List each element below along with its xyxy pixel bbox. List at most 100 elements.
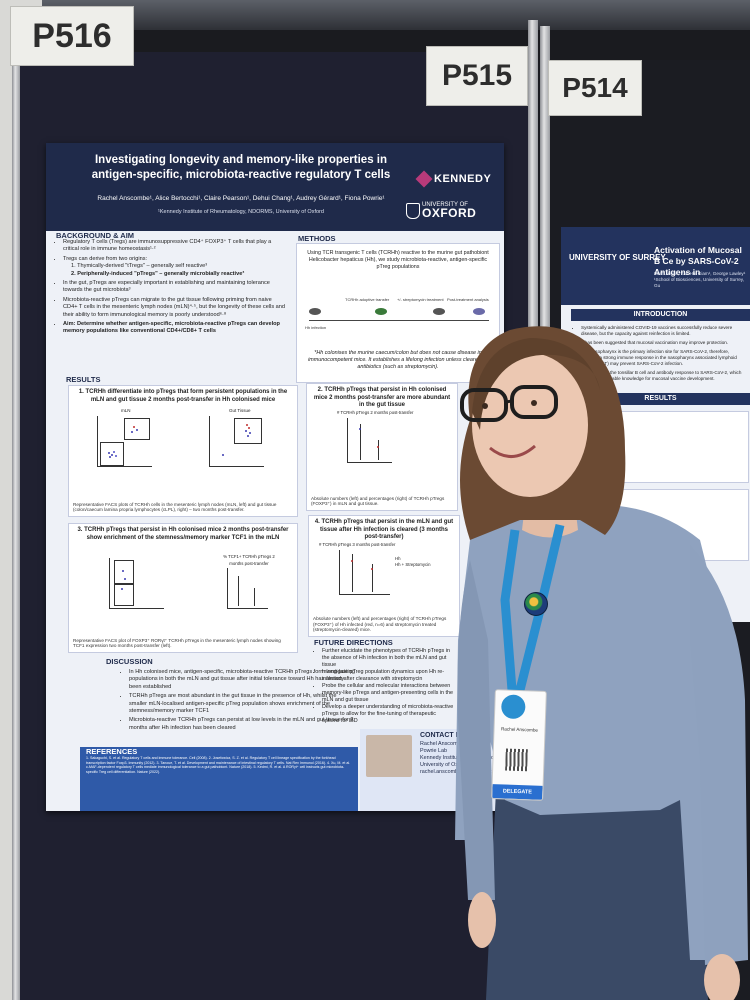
introduction-heading: INTRODUCTION: [571, 309, 750, 321]
future-bullet: Develop a deeper understanding of microb…: [322, 704, 454, 725]
facs-dot: [133, 426, 135, 428]
origin-peripheral: 2. Peripherally-induced "pTregs" – gener…: [71, 270, 245, 277]
timeline-label: +/- streptomycin treatment: [397, 297, 444, 302]
booth-number-p516: P516: [10, 6, 134, 66]
results-panel-3: 3. TCRHh pTregs that persist in Hh colon…: [68, 523, 298, 653]
facs-dot: [245, 430, 247, 432]
lapel-pin-icon: [524, 592, 548, 616]
background-bullet: Microbiota-reactive pTregs can migrate t…: [63, 297, 286, 319]
facs-dot: [108, 452, 110, 454]
mouse-icon: [375, 308, 387, 315]
surrey-logo: UNIVERSITY OF SURREY: [569, 253, 666, 262]
author-photo: [366, 735, 412, 777]
background-bullet: Tregs can derive from two origins: 1. Th…: [63, 256, 286, 278]
methods-footnote: *Hh colonises the murine caecum/colon bu…: [308, 350, 488, 370]
results-panel-4: 4. TCRHh pTregs that persist in the mLN …: [308, 515, 460, 637]
panel-3-plot-label: % TCF1+ TCRHh pTregs 2 months post-trans…: [223, 554, 275, 566]
panel-1-caption: Representative FACS plots of TCRHh cells…: [73, 501, 277, 513]
future-bullet: Probe the cellular and molecular interac…: [322, 683, 454, 704]
panel-2-heading: 2. TCRHh pTregs that persist in Hh colon…: [313, 387, 451, 408]
facs-gate: [114, 560, 134, 584]
methods-intro: Using TCR transgenic T cells (TCRHh) rea…: [307, 250, 489, 270]
contact-institute: Kennedy Institute of Rheumatology: [420, 755, 504, 761]
research-poster: Investigating longevity and memory-like …: [46, 143, 504, 811]
poster-title-line2: antigen-specific, microbiota-reactive re…: [91, 169, 391, 181]
mouse-icon: [309, 308, 321, 315]
facs-plot-mln: [97, 416, 152, 467]
discussion-section: In Hh colonised mice, antigen-specific, …: [120, 669, 356, 761]
facs-dot: [111, 454, 113, 456]
neighbour-poster-header: UNIVERSITY OF SURREY Activation of Mucos…: [561, 227, 750, 305]
introduction-section: Systemically administered COVID-19 vacci…: [575, 325, 745, 382]
intro-bullet: The nasopharynx is the primary infection…: [581, 349, 745, 367]
intro-bullet: Systemically administered COVID-19 vacci…: [581, 325, 745, 337]
background-section: Regulatory T cells (Tregs) are immunosup…: [54, 239, 286, 367]
panel-2-caption: Absolute numbers (left) and percentages …: [311, 495, 445, 507]
facs-gate: [124, 418, 150, 440]
facs-gate: [100, 442, 124, 466]
references-section: REFERENCES 1. Sakaguchi, S. et al. Regul…: [80, 747, 358, 811]
legend-entry: Hh: [395, 556, 401, 561]
contact-heading: CONTACT INFO: [420, 732, 473, 739]
timeline-label: TCRHh adoptive transfer: [345, 297, 390, 302]
facs-dot: [247, 435, 249, 437]
oxford-logo-small: UNIVERSITY OF: [422, 202, 468, 208]
oxford-logo: UNIVERSITY OF OXFORD: [422, 201, 476, 219]
facs-plot-tcf1: [109, 558, 164, 609]
panel-3-caption: Representative FACS plot of FOXP3⁺ RORγt…: [73, 637, 281, 649]
future-bullet: Further elucidate the phenotypes of TCRH…: [322, 648, 454, 669]
panel-1-label-gut: Gut Tissue: [229, 408, 251, 413]
poster-title-line1: Investigating longevity and memory-like …: [94, 154, 388, 166]
right-pole: [540, 26, 550, 1000]
panel-3-heading: 3. TCRHh pTregs that persist in Hh colon…: [77, 527, 289, 541]
data-point: [377, 446, 379, 448]
kennedy-logo: KENNEDY: [415, 170, 492, 188]
kennedy-logo-text: KENNEDY: [434, 173, 492, 185]
panel-3-plot: [227, 568, 268, 609]
background-heading: BACKGROUND & AIM: [56, 231, 135, 240]
mouse-icon: [433, 308, 445, 315]
methods-heading: METHODS: [298, 234, 336, 243]
badge-name: Rachel Anscombe: [500, 726, 539, 733]
methods-section: Using TCR transgenic T cells (TCRHh) rea…: [296, 243, 500, 383]
poster-header: Investigating longevity and memory-like …: [46, 143, 504, 231]
name-badge: Rachel Anscombe DELEGATE: [491, 689, 547, 801]
data-point: [351, 560, 353, 562]
neighbour-results-heading: RESULTS: [571, 393, 750, 405]
aim-statement: Aim: Determine whether antigen-specific,…: [63, 321, 286, 336]
facs-gate: [234, 418, 262, 444]
origin-thymic: 1. Thymically-derived "tTregs" – general…: [71, 263, 208, 270]
neighbour-aim: Aim: To examine the tonsillar B cell and…: [575, 370, 742, 381]
booth-number-p515: P515: [426, 46, 528, 106]
neighbour-chart: [597, 411, 749, 483]
background-bullet: In the gut, pTregs are especially import…: [63, 280, 286, 295]
results-panel-2: 2. TCRHh pTregs that persist in Hh colon…: [306, 383, 458, 511]
panel-1-heading: 1. TCRHh differentiate into pTregs that …: [78, 389, 288, 403]
contact-section: CONTACT INFO Rachel Anscombe Powrie Lab …: [360, 729, 504, 811]
middle-pole: [528, 20, 538, 1000]
discussion-bullet: Microbiota-reactive TCRHh pTregs can per…: [129, 717, 356, 732]
data-bar: [378, 440, 379, 460]
badge-role: DELEGATE: [492, 784, 543, 800]
data-bar: [254, 588, 255, 606]
left-pole: [12, 30, 20, 1000]
discussion-heading: DISCUSSION: [106, 657, 153, 666]
timeline-label: Post-treatment analysis: [447, 297, 489, 302]
panel-2-plot: [347, 418, 392, 463]
facs-dot: [136, 429, 138, 431]
facs-dot: [246, 424, 248, 426]
facs-dot: [113, 451, 115, 453]
panel-4-plot: [339, 550, 390, 595]
references-text: 1. Sakaguchi, S. et al. Regulatory T cel…: [86, 756, 351, 774]
facs-dot: [109, 456, 111, 458]
timeline-axis: [309, 320, 489, 321]
neighbour-poster-title: Activation of Mucosal B Ce by SARS-CoV-2…: [654, 245, 742, 277]
facs-dot: [131, 431, 133, 433]
oxford-crest-icon: [406, 203, 420, 219]
data-point: [371, 568, 373, 570]
timeline-label: Hh infection: [305, 325, 327, 330]
panel-2-plot-label: # TCRHh pTregs 2 months post-transfer: [337, 410, 414, 415]
legend-entry: Hh + Streptomycin: [395, 562, 431, 567]
data-bar: [360, 424, 361, 460]
